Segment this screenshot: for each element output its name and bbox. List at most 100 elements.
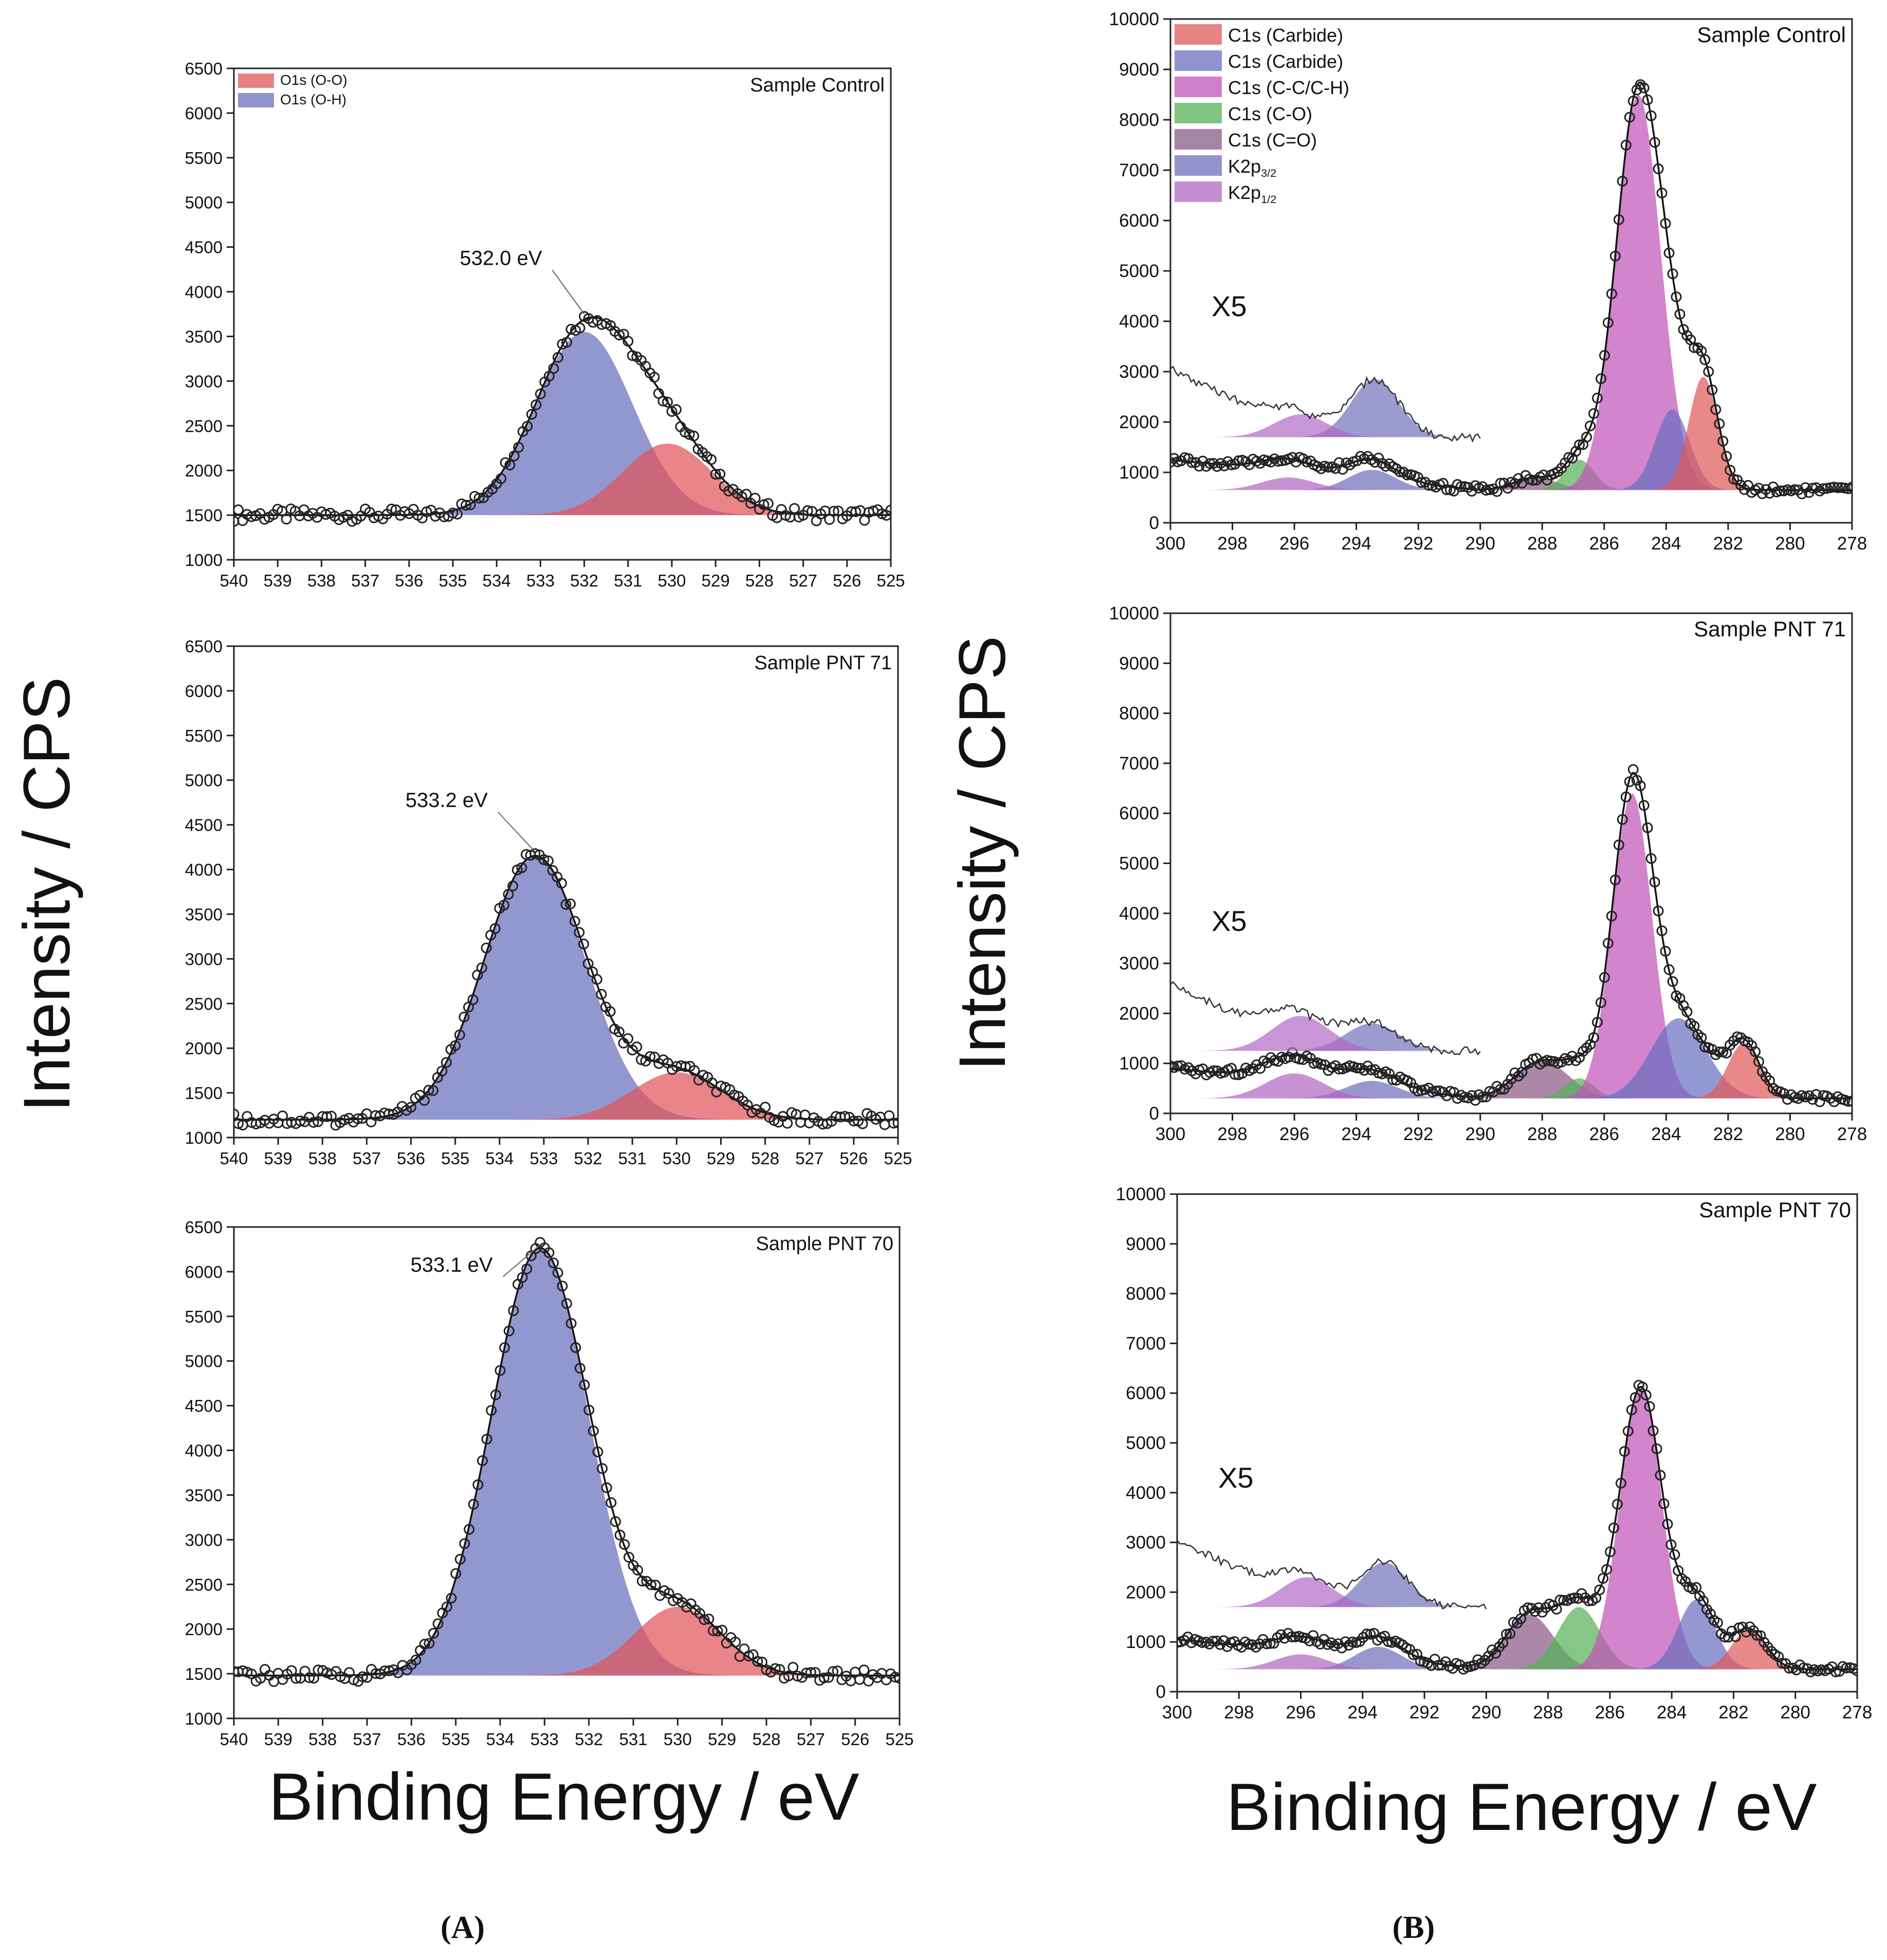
data-point <box>1753 483 1764 494</box>
x-tick-label: 528 <box>752 1730 780 1749</box>
y-tick-label: 6500 <box>185 1218 223 1237</box>
data-point <box>503 889 514 900</box>
data-point <box>1599 350 1610 361</box>
x-tick-label: 286 <box>1589 534 1619 554</box>
data-point <box>1581 431 1592 443</box>
data-point <box>1753 1056 1764 1067</box>
y-tick-label: 3000 <box>185 1530 223 1549</box>
data-point <box>1699 354 1711 365</box>
data-point <box>507 881 519 891</box>
data-point <box>569 915 580 927</box>
data-point <box>1437 1087 1449 1098</box>
x-tick-label: 537 <box>351 571 379 590</box>
legend-subscript: 1/2 <box>1261 193 1276 206</box>
x-tick-label: 527 <box>797 1730 825 1749</box>
legend-swatch <box>1175 24 1222 45</box>
data-point <box>1617 814 1628 825</box>
x-tick-label: 534 <box>485 1149 514 1168</box>
x-tick-label: 280 <box>1781 1702 1810 1723</box>
data-point <box>441 1057 452 1068</box>
data-point <box>504 460 516 471</box>
legend-label: C1s (Carbide) <box>1228 25 1343 46</box>
data-point <box>481 1434 492 1445</box>
data-point <box>1176 1060 1187 1071</box>
y-tick-label: 1500 <box>185 1084 223 1103</box>
data-point <box>710 469 721 480</box>
legend-label: K2p3/2 <box>1228 156 1276 179</box>
data-point <box>1846 1095 1852 1107</box>
plot-frame <box>233 645 899 1139</box>
data-point <box>1588 408 1599 419</box>
data-point <box>1598 1573 1609 1584</box>
data-point <box>1696 345 1707 357</box>
data-point <box>1627 96 1639 106</box>
y-tick-label: 2000 <box>1119 1003 1159 1023</box>
x-tick-label: 531 <box>619 1730 647 1749</box>
data-point <box>1649 137 1660 148</box>
data-point <box>1218 1635 1229 1646</box>
data-point <box>234 504 244 516</box>
data-point <box>1613 214 1624 225</box>
data-point <box>1825 1093 1836 1104</box>
y-tick-label: 2000 <box>185 461 223 480</box>
data-point <box>715 468 726 480</box>
data-point <box>454 1029 465 1040</box>
data-point <box>1469 1660 1480 1671</box>
inset-peak-fill <box>1170 379 1480 437</box>
data-point <box>1477 1091 1488 1103</box>
data-point <box>1540 1602 1551 1613</box>
data-point <box>556 877 567 889</box>
data-point <box>1404 1644 1416 1655</box>
data-point <box>1177 1637 1183 1648</box>
data-point <box>1622 1425 1634 1437</box>
data-point <box>1551 1604 1562 1615</box>
data-point <box>281 514 292 525</box>
data-point <box>234 1108 240 1120</box>
data-point <box>1660 218 1671 229</box>
chart-6: X5 300 298 296 294 292 290 288 286 284 282 280 278 0 1… <box>1116 1184 1873 1723</box>
y-tick-label: 0 <box>1149 513 1159 533</box>
data-point <box>1638 82 1650 94</box>
inset-scale-label: X5 <box>1218 1461 1254 1494</box>
chart-5: X5 300 298 296 294 292 290 288 286 284 282 280 278 0 1… <box>1109 603 1867 1144</box>
data-point <box>1495 478 1506 489</box>
x-tick-label: 536 <box>397 1730 426 1749</box>
data-point <box>1638 800 1650 811</box>
data-point <box>1651 1443 1662 1455</box>
data-point <box>1588 1032 1599 1043</box>
data-point <box>450 1568 462 1579</box>
x-tick-label: 292 <box>1409 1702 1439 1723</box>
y-tick-label: 0 <box>1149 1104 1159 1124</box>
peak-fill <box>234 1248 900 1676</box>
y-tick-label: 1000 <box>1119 1054 1159 1074</box>
y-tick-label: 10000 <box>1109 9 1159 29</box>
inset-scale-label: X5 <box>1212 905 1247 937</box>
x-tick-label: 290 <box>1465 1124 1495 1144</box>
data-point <box>1362 451 1373 462</box>
legend-subscript: 3/2 <box>1261 167 1276 179</box>
data-point <box>699 1614 710 1625</box>
data-point <box>1170 453 1180 464</box>
x-tick-label: 280 <box>1775 1124 1805 1144</box>
x-tick-label: 540 <box>219 571 248 590</box>
data-point <box>1645 110 1657 121</box>
legend-label: O1s (O-O) <box>280 72 347 88</box>
data-point <box>1631 84 1642 96</box>
inset-peak-fill <box>1170 1023 1480 1051</box>
y-tick-label: 3000 <box>1119 362 1159 382</box>
data-point <box>828 506 839 517</box>
data-point <box>535 388 546 399</box>
data-point <box>728 1089 740 1101</box>
data-point <box>428 1627 439 1639</box>
y-tick-label: 2500 <box>185 1575 223 1594</box>
data-point <box>1497 1637 1509 1648</box>
x-tick-label: 538 <box>308 1149 337 1168</box>
data-point <box>657 395 669 407</box>
panel-b-label: (B) <box>1393 1910 1435 1945</box>
data-point <box>452 508 463 520</box>
data-point <box>543 371 555 382</box>
x-tick-label: 525 <box>885 1730 913 1749</box>
data-point <box>530 399 542 410</box>
peak-fill <box>1177 1600 1857 1670</box>
y-tick-label: 3500 <box>185 327 223 346</box>
